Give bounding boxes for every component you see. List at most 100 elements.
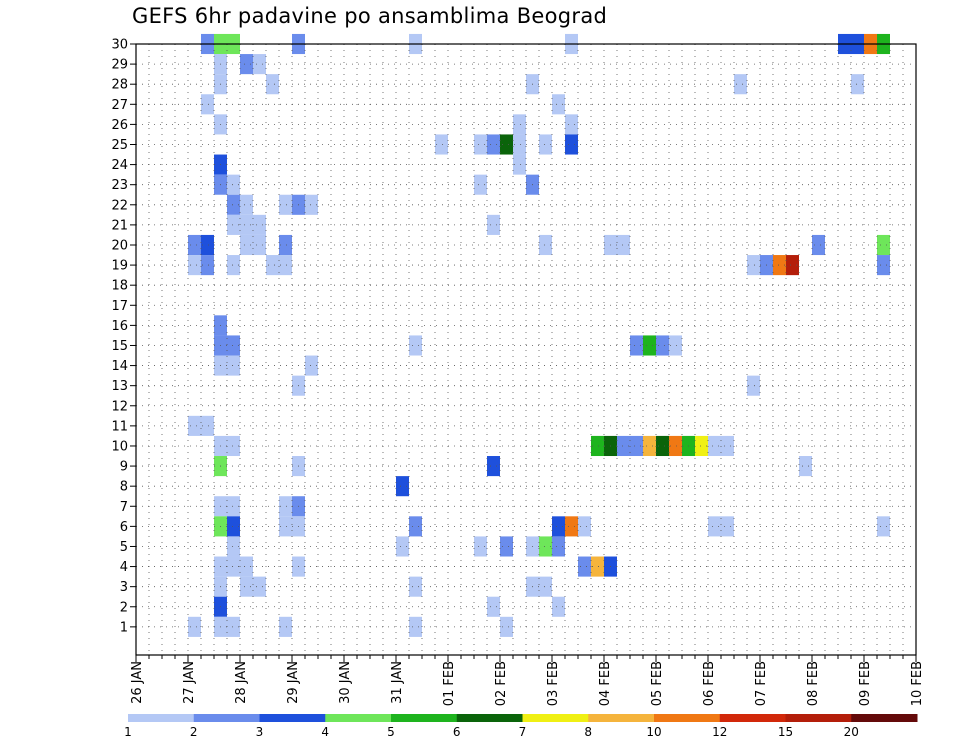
x-tick-label: 01 FEB [442, 661, 457, 706]
colorbar-swatch [851, 714, 918, 722]
heatmap-cell [240, 54, 253, 75]
colorbar-label: 4 [321, 725, 329, 739]
heatmap-cell [877, 516, 890, 537]
heatmap-cell [877, 255, 890, 276]
x-tick-label: 04 FEB [598, 661, 613, 706]
heatmap-cell [253, 576, 266, 597]
y-tick-label: 23 [111, 178, 128, 193]
y-tick-label: 6 [120, 520, 128, 535]
heatmap-cell [253, 234, 266, 256]
y-tick-label: 7 [120, 500, 128, 515]
heatmap-cell [799, 456, 812, 477]
x-tick-label: 30 JAN [338, 661, 353, 704]
y-tick-label: 24 [111, 158, 128, 173]
heatmap-cell [500, 134, 513, 155]
y-tick-label: 19 [111, 259, 128, 274]
heatmap-cell [734, 74, 747, 95]
y-tick-label: 29 [111, 58, 128, 73]
heatmap-cell [266, 255, 279, 276]
heatmap-cell [253, 54, 266, 75]
colorbar-swatch [259, 714, 326, 722]
colorbar-swatch [128, 714, 195, 722]
heatmap-cell [773, 255, 786, 276]
heatmap-cell [201, 415, 214, 436]
heatmap-cell [617, 435, 630, 457]
colorbar-label: 12 [712, 725, 727, 739]
y-tick-label: 17 [111, 299, 128, 314]
heatmap-cell [695, 435, 708, 457]
heatmap-cell [201, 234, 214, 256]
heatmap-cell [539, 234, 552, 256]
y-tick-label: 11 [111, 419, 128, 434]
x-tick-label: 03 FEB [546, 661, 561, 706]
x-tick-label: 07 FEB [754, 661, 769, 706]
heatmap-cell [552, 536, 565, 557]
heatmap-cell [279, 516, 292, 537]
colorbar-swatch [719, 714, 786, 722]
colorbar-label: 10 [646, 725, 661, 739]
y-tick-label: 20 [111, 238, 128, 253]
heatmap-cell [240, 234, 253, 256]
y-tick-label: 3 [120, 580, 128, 595]
heatmap-cell [565, 114, 578, 135]
heatmap-cell [227, 214, 240, 235]
colorbar-label: 7 [519, 725, 527, 739]
y-tick-label: 4 [120, 560, 128, 575]
heatmap-cell [474, 536, 487, 557]
heatmap-cell [578, 516, 591, 537]
x-tick-label: 28 JAN [234, 661, 249, 704]
heatmap-cell [669, 335, 682, 356]
heatmap-cell [227, 174, 240, 195]
heatmap-cell [409, 616, 422, 637]
colorbar-swatch [522, 714, 589, 722]
x-tick-label: 09 FEB [858, 661, 873, 706]
colorbar-swatch [654, 714, 721, 722]
heatmap-cell [552, 516, 565, 537]
heatmap-cell [617, 234, 630, 256]
heatmap-cell [279, 616, 292, 637]
heatmap-cell [591, 435, 604, 457]
heatmap-cell [227, 355, 240, 376]
colorbar-label: 15 [778, 725, 793, 739]
heatmap-cell [227, 536, 240, 557]
colorbar-swatch [193, 714, 260, 722]
heatmap-cell [630, 335, 643, 356]
heatmap-cell [487, 214, 500, 235]
y-tick-label: 21 [111, 218, 128, 233]
colorbar-label: 2 [190, 725, 198, 739]
colorbar-label: 8 [584, 725, 592, 739]
heatmap-cell [851, 74, 864, 95]
heatmap-cell [409, 335, 422, 356]
x-tick-label: 06 FEB [702, 661, 717, 706]
y-tick-label: 1 [120, 620, 128, 635]
heatmap-cell [552, 94, 565, 115]
heatmap-cell [578, 556, 591, 577]
heatmap-cell [409, 516, 422, 537]
heatmap-cell [708, 516, 721, 537]
y-tick-label: 9 [120, 460, 128, 475]
heatmap-cell [591, 556, 604, 577]
heatmap-cell [487, 134, 500, 155]
y-tick-label: 22 [111, 198, 128, 213]
y-tick-label: 13 [111, 379, 128, 394]
colorbar-label: 3 [256, 725, 264, 739]
x-tick-label: 10 FEB [910, 661, 925, 706]
y-tick-label: 16 [111, 319, 128, 334]
heatmap-cell [188, 234, 201, 256]
colorbar-swatch [325, 714, 392, 722]
y-tick-label: 27 [111, 98, 128, 113]
heatmap-cell [565, 134, 578, 155]
heatmap-cell [487, 456, 500, 477]
x-tick-label: 31 JAN [390, 661, 405, 704]
heatmap-cell [513, 154, 526, 175]
heatmap-cell [227, 616, 240, 637]
heatmap-cell [500, 536, 513, 557]
heatmap-cell [188, 255, 201, 276]
y-tick-label: 18 [111, 279, 128, 294]
heatmap-cell [279, 194, 292, 215]
x-tick-label: 27 JAN [182, 661, 197, 704]
heatmap-cell [487, 596, 500, 617]
heatmap-cell [409, 576, 422, 597]
heatmap-cell [552, 596, 565, 617]
heatmap-cell [474, 174, 487, 195]
